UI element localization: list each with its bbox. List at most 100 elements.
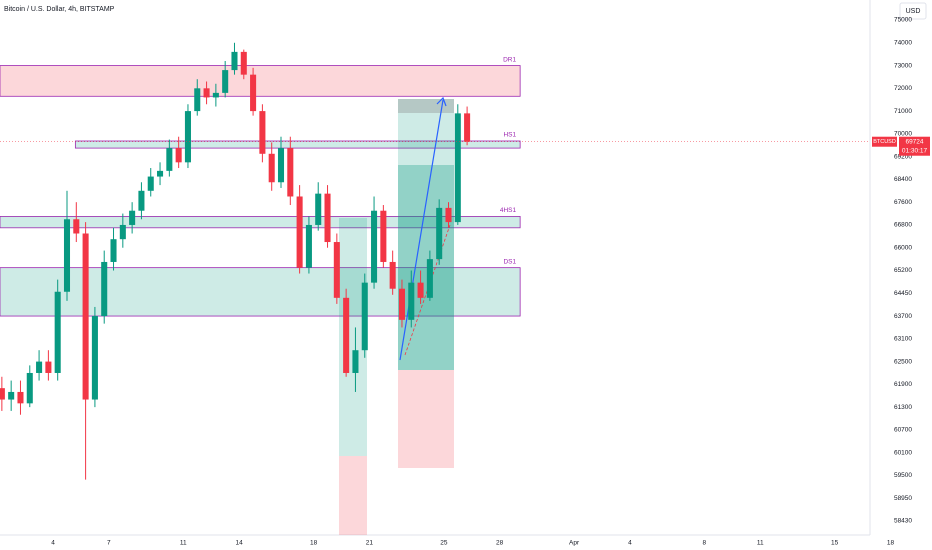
y-tick-label: 63700 [894,313,912,320]
y-tick-label: 63100 [894,336,912,343]
y-tick-label: 71000 [894,108,912,115]
y-tick-label: 60100 [894,449,912,456]
candle-body [277,148,285,183]
symbol-label: BTCUSD [873,139,896,145]
y-tick-label: 61300 [894,404,912,411]
candle-body [343,297,350,373]
candle-body [203,88,210,98]
candle-body [305,224,312,268]
candle-body [287,148,294,197]
candle-body [417,282,424,298]
candle-body [212,92,219,98]
x-tick-label: 21 [366,540,374,547]
countdown-label: 01:30:17 [902,147,928,154]
x-tick-label: 18 [310,540,318,547]
candle-body [45,361,52,373]
x-tick-label: 25 [440,540,448,547]
candle-body [436,207,443,260]
zone-label: DS1 [503,258,516,265]
y-tick-label: 58950 [894,495,912,502]
zone [74,140,521,149]
dashed-line [404,224,451,356]
y-tick-label: 75000 [894,17,912,24]
x-tick-label: 4 [628,540,632,547]
candle-body [296,196,303,268]
y-tick-label: 69200 [894,153,912,160]
candle-body [147,176,154,191]
x-tick-label: 4 [51,540,55,547]
position-loss [398,370,454,468]
currency-label[interactable]: USD [906,8,921,15]
arrow-head [436,96,447,107]
position-profit [398,99,454,370]
candle-body [445,207,452,223]
candle-body [324,193,331,243]
candle-body [54,291,61,373]
candle-body [371,210,378,283]
candle-body [361,282,368,351]
candle-body [119,224,126,240]
candle-body [268,153,275,183]
long-position-loss [339,456,367,535]
x-tick-label: Apr [569,540,580,547]
position-filled [398,165,454,370]
candle-body [231,51,238,71]
candle-body [82,233,89,400]
symbol-title: Bitcoin / U.S. Dollar, 4h, BITSTAMP [4,6,115,13]
price-label: 69724 [905,138,923,145]
candle-body [240,51,247,75]
candle-body [110,239,117,262]
candle-body [222,70,229,93]
zone [0,65,521,97]
position-target [398,99,454,113]
candle-body [26,372,33,404]
y-tick-label: 61900 [894,381,912,388]
candle-body [194,88,201,112]
price-badge [899,136,930,156]
candle-body [315,193,322,225]
x-tick-label: 11 [180,540,187,547]
candle-body [157,170,164,177]
candle-body [17,391,24,404]
y-tick-label: 66800 [894,222,912,229]
candle-body [91,316,98,400]
candle-body [380,210,387,262]
x-tick-label: 7 [107,540,111,547]
candle-body [398,288,405,320]
candle-body [36,361,43,373]
candle-body [464,113,471,142]
y-tick-label: 65200 [894,267,912,274]
x-tick-label: 8 [703,540,707,547]
x-tick-label: 14 [236,540,244,547]
candle-body [184,111,191,163]
currency-button[interactable] [899,2,927,20]
zone-label: HS1 [503,132,516,139]
candle-body [138,190,145,211]
y-tick-label: 67600 [894,199,912,206]
y-tick-label: 59500 [894,472,912,479]
arrow-line [399,99,444,361]
y-tick-label: 64450 [894,290,912,297]
candles [0,42,471,480]
candle-body [73,219,80,234]
candle-body [259,111,266,154]
candle-body [0,388,5,400]
candle-body [129,210,136,225]
candle-body [408,282,415,320]
y-tick-label: 74000 [894,39,912,46]
x-tick-label: 11 [757,540,764,547]
candle-body [352,350,359,373]
y-tick-label: 68400 [894,176,912,183]
zone-label: 4HS1 [500,207,517,214]
x-tick-label: 15 [831,540,839,547]
candle-body [63,219,71,292]
candle-body [8,391,15,400]
y-tick-label: 62500 [894,358,912,365]
y-tick-label: 70000 [894,131,912,138]
symbol-badge [872,136,897,147]
y-tick-label: 58430 [894,518,912,525]
candle-body [175,148,182,163]
zone-label: DR1 [503,56,516,63]
y-tick-label: 66000 [894,244,912,251]
